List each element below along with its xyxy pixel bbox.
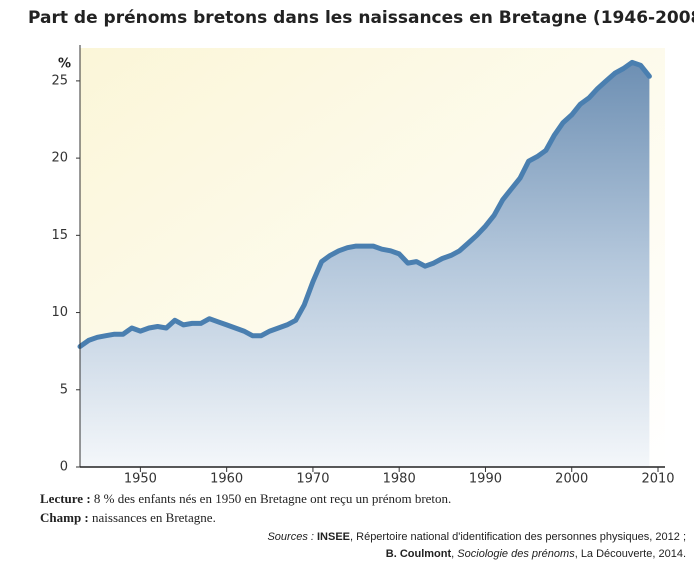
- source: B. Coulmont: [386, 548, 452, 560]
- source: INSEE: [317, 531, 350, 543]
- sources: B. Coulmont, Sociologie des prénoms, La …: [386, 548, 686, 560]
- y-tick-label: 0: [60, 460, 68, 475]
- champ: Champ : naissances en Bretagne.: [40, 510, 216, 525]
- x-tick-label: 1950: [124, 472, 157, 487]
- lecture: Lecture : 8 % des enfants nés en 1950 en…: [40, 491, 451, 506]
- x-tick-label: 1960: [210, 472, 243, 487]
- y-unit: %: [58, 57, 71, 72]
- chart-title: Part de prénoms bretons dans les naissan…: [28, 8, 694, 28]
- x-tick-label: 1990: [469, 472, 502, 487]
- x-tick-label: 1970: [296, 472, 329, 487]
- x-tick-label: 1980: [383, 472, 416, 487]
- y-tick-label: 20: [51, 151, 68, 166]
- lecture-label: Lecture :: [40, 491, 91, 506]
- champ-label: Champ :: [40, 510, 89, 525]
- y-tick-label: 15: [51, 228, 68, 243]
- y-tick-label: 25: [51, 73, 68, 88]
- y-tick-label: 5: [60, 382, 68, 397]
- lecture-text: 8 % des enfants nés en 1950 en Bretagne …: [91, 491, 452, 506]
- source: Sociologie des prénoms: [457, 548, 575, 560]
- source: , La Découverte, 2014.: [575, 548, 686, 560]
- source: ,: [451, 548, 457, 560]
- x-tick-label: 2010: [641, 472, 674, 487]
- x-tick-label: 2000: [555, 472, 588, 487]
- source: , Répertoire national d'identification d…: [350, 531, 686, 543]
- line: [77, 59, 652, 349]
- area: [80, 62, 650, 468]
- champ-text: naissances en Bretagne.: [89, 510, 216, 525]
- y-tick-label: 10: [51, 305, 68, 320]
- sources-label: Sources :: [267, 531, 317, 543]
- sources: Sources : INSEE, Répertoire national d'i…: [267, 531, 686, 543]
